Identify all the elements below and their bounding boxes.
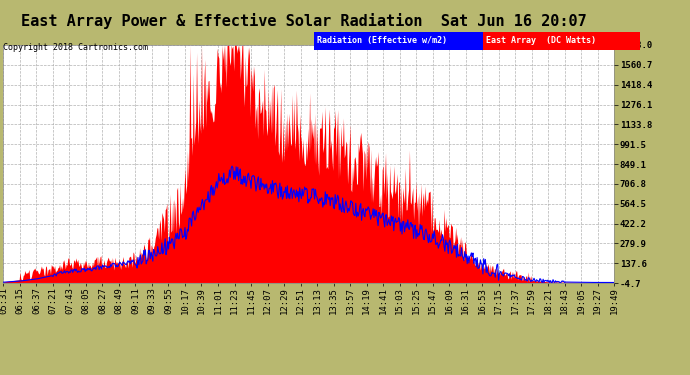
Text: Copyright 2018 Cartronics.com: Copyright 2018 Cartronics.com <box>3 43 148 52</box>
Text: East Array Power & Effective Solar Radiation  Sat Jun 16 20:07: East Array Power & Effective Solar Radia… <box>21 13 586 29</box>
Text: East Array  (DC Watts): East Array (DC Watts) <box>486 36 596 45</box>
Text: Radiation (Effective w/m2): Radiation (Effective w/m2) <box>317 36 447 45</box>
